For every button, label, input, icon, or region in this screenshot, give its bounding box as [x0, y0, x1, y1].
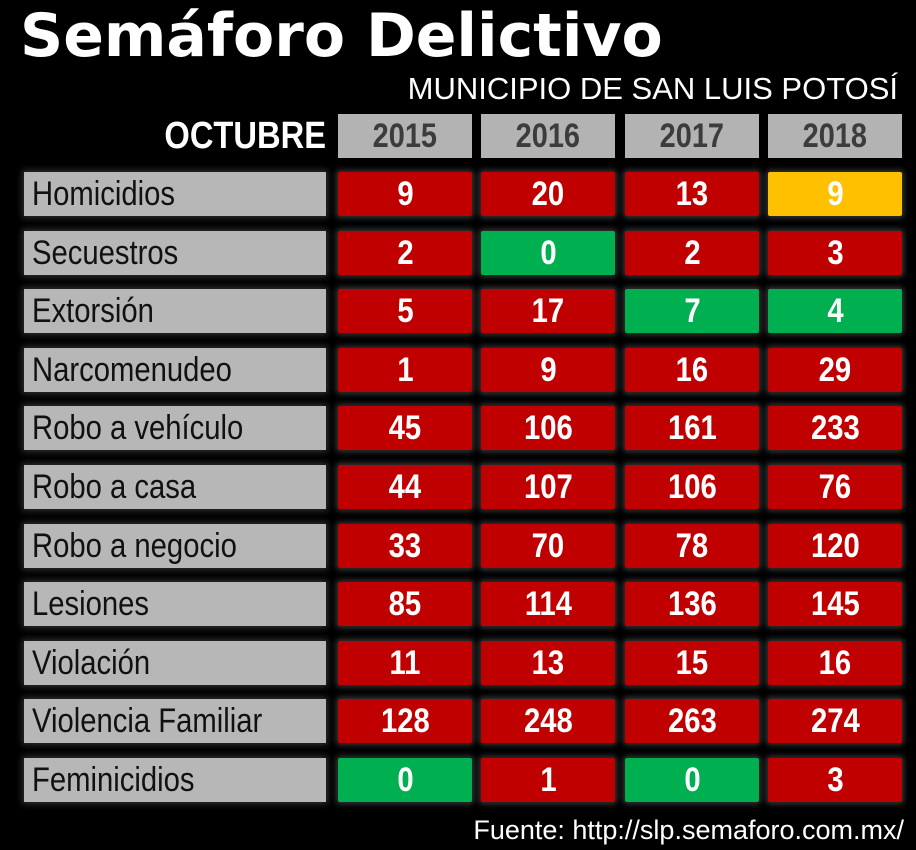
cell-lesiones-2016: 114 — [481, 582, 615, 626]
cell-violacion-2016: 13 — [481, 641, 615, 685]
row-label-homicidios: Homicidios — [24, 172, 326, 216]
month-label: OCTUBRE — [164, 115, 326, 157]
cell-robo-a-vehiculo-2017: 161 — [625, 406, 759, 450]
cell-secuestros-2016: 0 — [481, 231, 615, 275]
year-header-2015: 2015 — [338, 114, 472, 158]
cell-violacion-2015: 11 — [338, 641, 472, 685]
year-header-2016: 2016 — [481, 114, 615, 158]
cell-feminicidios-2016: 1 — [481, 758, 615, 802]
cell-feminicidios-2017: 0 — [625, 758, 759, 802]
chart-title: Semáforo Delictivo — [20, 1, 663, 71]
cell-robo-a-negocio-2015: 33 — [338, 524, 472, 568]
cell-robo-a-casa-2017: 106 — [625, 465, 759, 509]
cell-robo-a-vehiculo-2018: 233 — [768, 406, 902, 450]
cell-lesiones-2015: 85 — [338, 582, 472, 626]
cell-narcomenudeo-2016: 9 — [481, 348, 615, 392]
cell-robo-a-negocio-2017: 78 — [625, 524, 759, 568]
cell-secuestros-2018: 3 — [768, 231, 902, 275]
cell-violacion-2017: 15 — [625, 641, 759, 685]
cell-violencia-familiar-2017: 263 — [625, 699, 759, 743]
row-label-violencia-familiar: Violencia Familiar — [24, 699, 326, 743]
cell-narcomenudeo-2017: 16 — [625, 348, 759, 392]
cell-homicidios-2017: 13 — [625, 172, 759, 216]
cell-lesiones-2018: 145 — [768, 582, 902, 626]
row-label-robo-a-vehiculo: Robo a vehículo — [24, 406, 326, 450]
cell-robo-a-negocio-2016: 70 — [481, 524, 615, 568]
cell-narcomenudeo-2018: 29 — [768, 348, 902, 392]
cell-extorsion-2018: 4 — [768, 289, 902, 333]
cell-secuestros-2015: 2 — [338, 231, 472, 275]
row-label-extorsion: Extorsión — [24, 289, 326, 333]
cell-robo-a-vehiculo-2015: 45 — [338, 406, 472, 450]
row-label-secuestros: Secuestros — [24, 231, 326, 275]
year-header-2018: 2018 — [768, 114, 902, 158]
cell-homicidios-2016: 20 — [481, 172, 615, 216]
cell-robo-a-negocio-2018: 120 — [768, 524, 902, 568]
year-header-2017: 2017 — [625, 114, 759, 158]
cell-feminicidios-2015: 0 — [338, 758, 472, 802]
chart-subtitle: MUNICIPIO DE SAN LUIS POTOSÍ — [407, 71, 898, 106]
cell-violencia-familiar-2018: 274 — [768, 699, 902, 743]
cell-extorsion-2016: 17 — [481, 289, 615, 333]
cell-robo-a-casa-2016: 107 — [481, 465, 615, 509]
cell-secuestros-2017: 2 — [625, 231, 759, 275]
cell-robo-a-casa-2015: 44 — [338, 465, 472, 509]
cell-violacion-2018: 16 — [768, 641, 902, 685]
row-label-feminicidios: Feminicidios — [24, 758, 326, 802]
cell-lesiones-2017: 136 — [625, 582, 759, 626]
cell-extorsion-2015: 5 — [338, 289, 472, 333]
cell-extorsion-2017: 7 — [625, 289, 759, 333]
cell-violencia-familiar-2016: 248 — [481, 699, 615, 743]
row-label-robo-a-casa: Robo a casa — [24, 465, 326, 509]
row-label-violacion: Violación — [24, 641, 326, 685]
row-label-narcomenudeo: Narcomenudeo — [24, 348, 326, 392]
cell-homicidios-2018: 9 — [768, 172, 902, 216]
source-note: Fuente: http://slp.semaforo.com.mx/ — [473, 815, 904, 845]
cell-violencia-familiar-2015: 128 — [338, 699, 472, 743]
cell-feminicidios-2018: 3 — [768, 758, 902, 802]
cell-robo-a-casa-2018: 76 — [768, 465, 902, 509]
row-label-lesiones: Lesiones — [24, 582, 326, 626]
cell-homicidios-2015: 9 — [338, 172, 472, 216]
row-label-robo-a-negocio: Robo a negocio — [24, 524, 326, 568]
cell-robo-a-vehiculo-2016: 106 — [481, 406, 615, 450]
cell-narcomenudeo-2015: 1 — [338, 348, 472, 392]
